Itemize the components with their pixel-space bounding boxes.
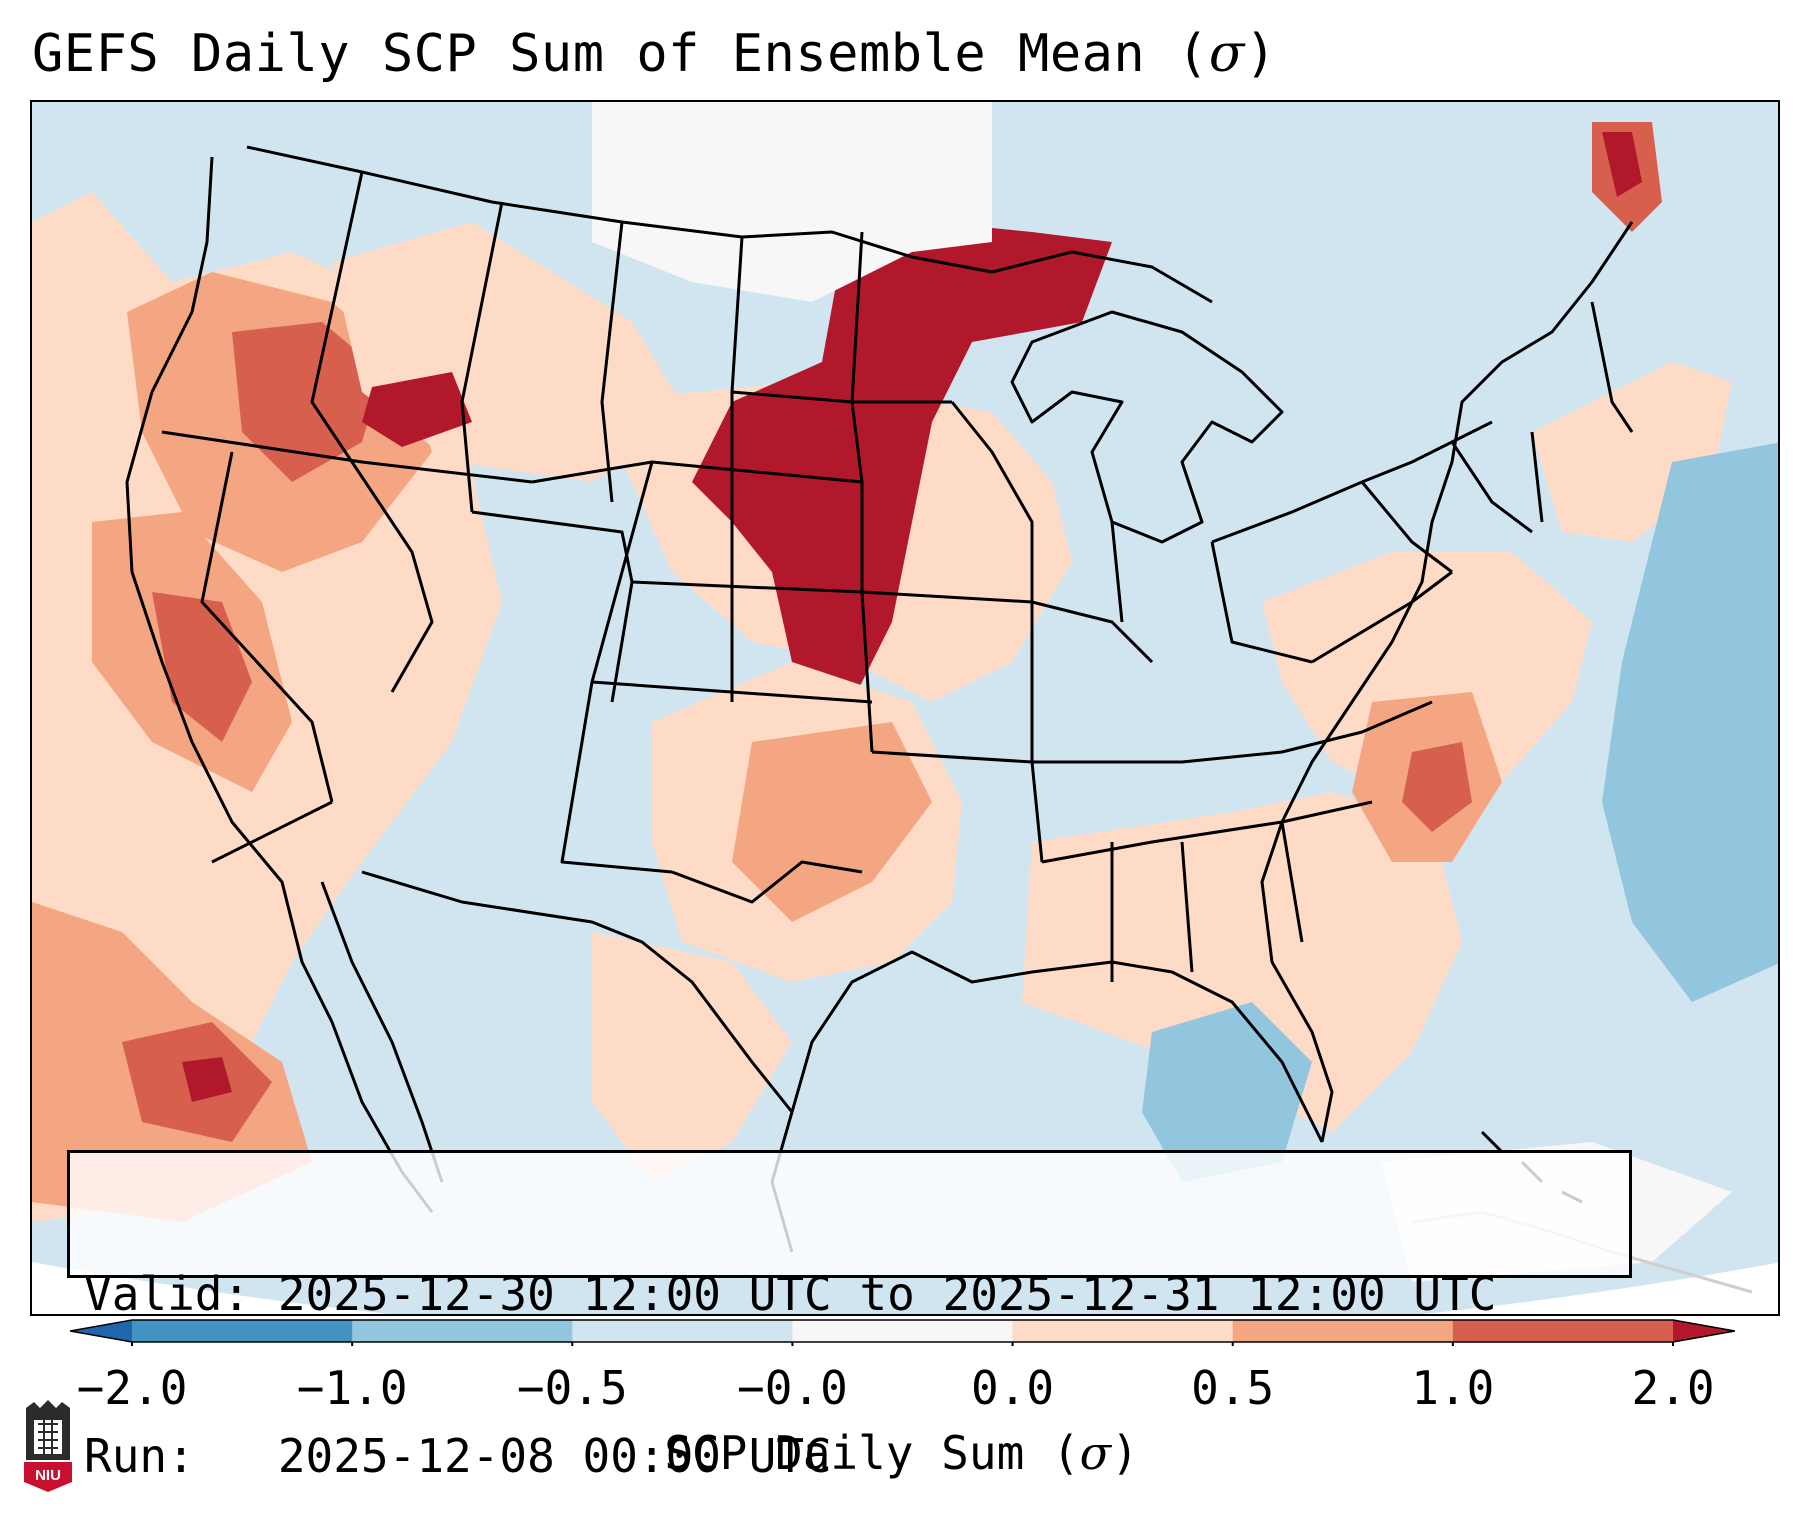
field-region-pacific-south-peak xyxy=(182,1057,232,1102)
us-canada-border xyxy=(246,145,1213,304)
field-region-gulf xyxy=(1022,792,1462,1132)
colorbar-bin xyxy=(132,1320,353,1342)
colorbar-tick-label: 1.0 xyxy=(1411,1361,1495,1415)
colorbar-bin xyxy=(572,1320,793,1342)
state-borders-east xyxy=(950,301,1634,664)
colorbar-tick-label: 0.0 xyxy=(971,1361,1055,1415)
field-region-idaho-core xyxy=(362,372,472,447)
colorbar-extend-high xyxy=(1673,1320,1735,1342)
baja-california xyxy=(320,881,444,1183)
state-borders-central xyxy=(560,221,952,874)
colorbar-bin xyxy=(1452,1320,1674,1342)
colorbar-tick-label: −2.0 xyxy=(76,1361,188,1415)
west-coastline xyxy=(125,156,434,1213)
colorbar-extend-low xyxy=(70,1320,132,1342)
field-region-carolinas-core xyxy=(1402,742,1472,832)
field-region-north-plains-core xyxy=(692,222,1112,702)
colorbar-bin xyxy=(1232,1320,1454,1342)
chart-title: GEFS Daily SCP Sum of Ensemble Mean (σ) xyxy=(32,24,1277,84)
field-region-pnw-core xyxy=(232,322,382,482)
validity-info-box: Valid: 2025-12-30 12:00 UTC to 2025-12-3… xyxy=(67,1150,1632,1483)
field-region-atlantic-negative xyxy=(1602,442,1778,1002)
boundary-layer xyxy=(125,145,1753,1294)
valid-time-line: Valid: 2025-12-30 12:00 UTC to 2025-12-3… xyxy=(84,1267,1497,1321)
state-borders-west xyxy=(161,171,863,864)
colorbar-bin xyxy=(792,1320,1014,1342)
colorbar-label: SCP Daily Sum (σ) xyxy=(664,1426,1139,1480)
field-region-south-plains-core xyxy=(732,722,932,922)
colorbar-bin xyxy=(352,1320,573,1342)
colorbar-tick-label: −0.0 xyxy=(737,1361,848,1415)
field-layer xyxy=(32,102,1778,1282)
colorbar-bin xyxy=(1012,1320,1234,1342)
colorbar-tick-label: −1.0 xyxy=(296,1361,408,1415)
field-region-texas xyxy=(592,932,792,1182)
colorbar xyxy=(70,1319,1735,1346)
niu-logo: NIU xyxy=(24,1400,72,1492)
mexico-border xyxy=(361,870,794,1113)
field-region-mid-atlantic xyxy=(1262,552,1592,802)
colorbar-tick-label: 0.5 xyxy=(1191,1361,1275,1415)
colorbar-tick-label: −0.5 xyxy=(516,1361,628,1415)
niu-logo-text: NIU xyxy=(35,1467,61,1484)
field-region-maritimes-peak xyxy=(1602,132,1642,197)
lake-erie-ontario xyxy=(1211,420,1493,544)
colorbar-tick-label: 2.0 xyxy=(1631,1361,1715,1415)
east-coastline xyxy=(1260,221,1634,1143)
run-time-line: Run: 2025-12-08 00:00 UTC xyxy=(84,1429,832,1483)
map-panel xyxy=(30,100,1780,1316)
great-lakes-coast xyxy=(1010,310,1284,544)
